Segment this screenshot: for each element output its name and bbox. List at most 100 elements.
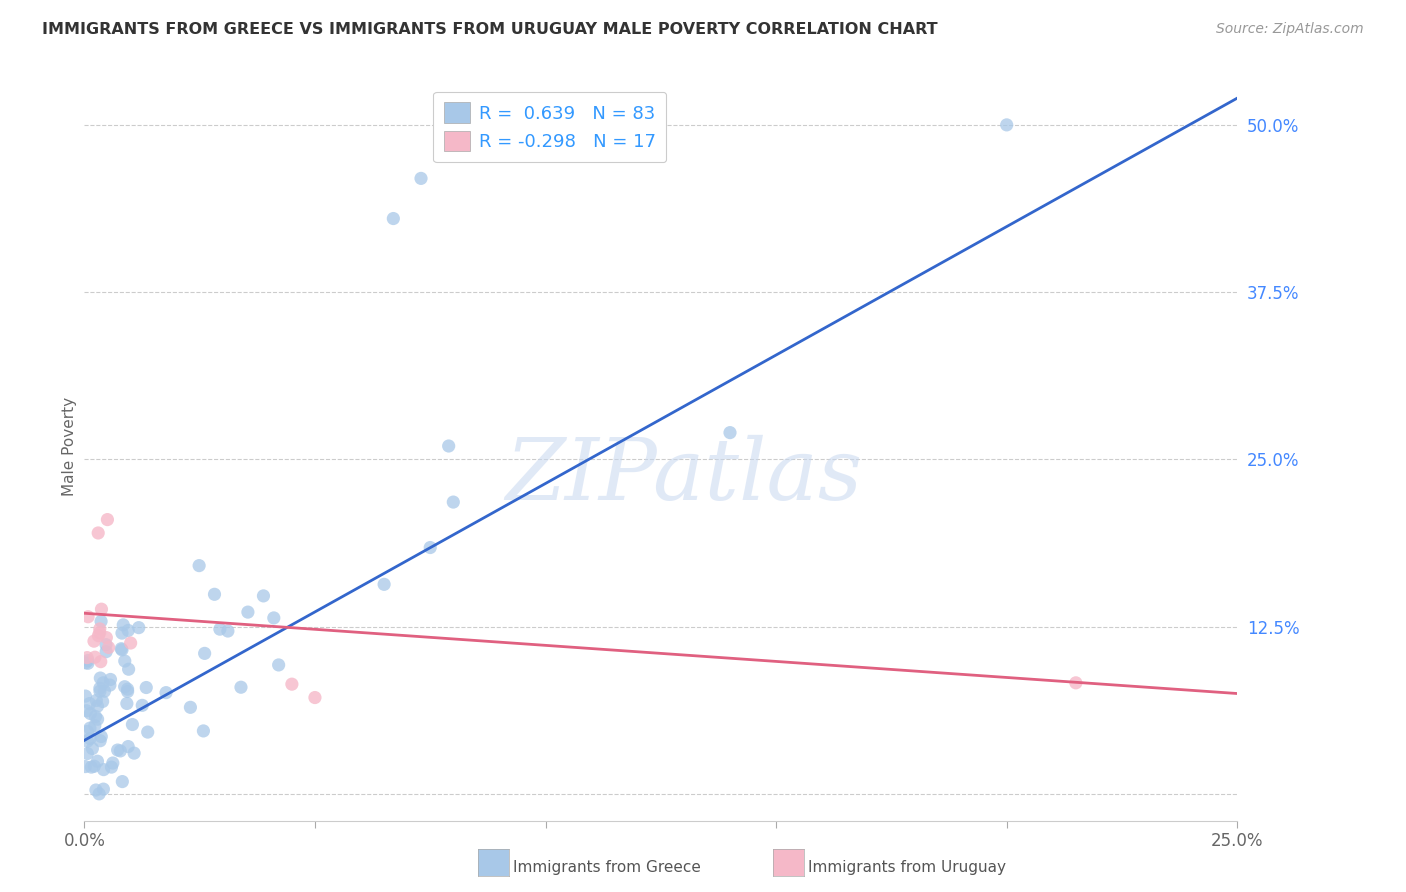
Point bbox=[94, 645, 117, 659]
Point bbox=[111, 643, 134, 657]
Point bbox=[91, 675, 114, 690]
Point bbox=[77, 657, 100, 671]
Point bbox=[107, 743, 129, 757]
Point bbox=[122, 746, 145, 760]
Point bbox=[136, 725, 159, 739]
Point bbox=[110, 744, 132, 758]
Point bbox=[111, 774, 134, 789]
Point bbox=[79, 721, 101, 735]
Point bbox=[75, 689, 97, 703]
Point bbox=[90, 655, 112, 669]
Point bbox=[91, 694, 114, 708]
Point bbox=[155, 686, 177, 700]
Point bbox=[441, 495, 464, 509]
Point bbox=[419, 541, 441, 555]
Point bbox=[90, 602, 112, 616]
Point bbox=[111, 626, 134, 640]
Point bbox=[93, 763, 115, 777]
Point bbox=[121, 717, 143, 731]
Point bbox=[77, 609, 100, 624]
Point bbox=[114, 654, 136, 668]
Point bbox=[96, 512, 118, 526]
Point bbox=[75, 656, 97, 670]
Point bbox=[89, 733, 111, 747]
Point bbox=[98, 678, 121, 692]
Point bbox=[135, 681, 157, 695]
Point bbox=[100, 673, 122, 687]
Text: Immigrants from Greece: Immigrants from Greece bbox=[513, 860, 702, 874]
Point bbox=[101, 756, 124, 770]
Point bbox=[120, 636, 142, 650]
Point bbox=[217, 624, 239, 638]
Point bbox=[437, 439, 460, 453]
Point bbox=[115, 697, 138, 711]
Point bbox=[93, 782, 115, 797]
Point bbox=[90, 730, 112, 744]
Point bbox=[87, 629, 110, 643]
Point bbox=[718, 425, 741, 440]
Point bbox=[188, 558, 211, 573]
Point bbox=[110, 641, 132, 656]
Point bbox=[83, 634, 105, 648]
Point bbox=[267, 657, 290, 672]
Point bbox=[84, 783, 107, 797]
Point bbox=[128, 621, 150, 635]
Point bbox=[304, 690, 326, 705]
Point bbox=[89, 622, 111, 636]
Point bbox=[86, 712, 108, 726]
Point bbox=[995, 118, 1018, 132]
Point bbox=[76, 747, 98, 761]
Point bbox=[131, 698, 153, 713]
Point bbox=[117, 662, 139, 676]
Point bbox=[252, 589, 274, 603]
Point bbox=[194, 646, 217, 660]
Point bbox=[89, 681, 111, 696]
Point bbox=[208, 622, 231, 636]
Point bbox=[96, 631, 118, 645]
Point bbox=[83, 719, 105, 733]
Point bbox=[89, 625, 111, 640]
Text: Immigrants from Uruguay: Immigrants from Uruguay bbox=[808, 860, 1007, 874]
Point bbox=[114, 680, 136, 694]
Point bbox=[263, 611, 285, 625]
Point bbox=[84, 650, 107, 665]
Point bbox=[86, 754, 108, 768]
Point bbox=[75, 759, 97, 773]
Point bbox=[117, 624, 139, 638]
Y-axis label: Male Poverty: Male Poverty bbox=[62, 396, 77, 496]
Text: IMMIGRANTS FROM GREECE VS IMMIGRANTS FROM URUGUAY MALE POVERTY CORRELATION CHART: IMMIGRANTS FROM GREECE VS IMMIGRANTS FRO… bbox=[42, 22, 938, 37]
Point bbox=[373, 577, 395, 591]
Point bbox=[236, 605, 259, 619]
Point bbox=[87, 526, 110, 541]
Point bbox=[79, 697, 101, 711]
Point bbox=[90, 615, 112, 629]
Point bbox=[89, 684, 111, 698]
Point bbox=[77, 654, 100, 668]
Point bbox=[117, 739, 139, 754]
Point bbox=[76, 650, 98, 665]
Point bbox=[76, 724, 98, 739]
Point bbox=[112, 618, 135, 632]
Point bbox=[281, 677, 304, 691]
Point bbox=[179, 700, 201, 714]
Text: ZIPatlas: ZIPatlas bbox=[505, 434, 862, 517]
Point bbox=[82, 741, 104, 756]
Point bbox=[86, 693, 108, 707]
Point bbox=[89, 671, 111, 685]
Point bbox=[204, 587, 226, 601]
Point bbox=[83, 759, 105, 773]
Point bbox=[97, 640, 120, 655]
Point bbox=[93, 684, 115, 698]
Point bbox=[229, 680, 252, 694]
Point bbox=[100, 760, 122, 774]
Point bbox=[87, 787, 110, 801]
Point bbox=[117, 682, 139, 697]
Point bbox=[79, 731, 101, 746]
Point bbox=[80, 760, 103, 774]
Point bbox=[94, 638, 117, 652]
Legend: R =  0.639   N = 83, R = -0.298   N = 17: R = 0.639 N = 83, R = -0.298 N = 17 bbox=[433, 92, 666, 162]
Point bbox=[409, 171, 432, 186]
Point bbox=[1064, 676, 1087, 690]
Text: Source: ZipAtlas.com: Source: ZipAtlas.com bbox=[1216, 22, 1364, 37]
Point bbox=[76, 704, 98, 718]
